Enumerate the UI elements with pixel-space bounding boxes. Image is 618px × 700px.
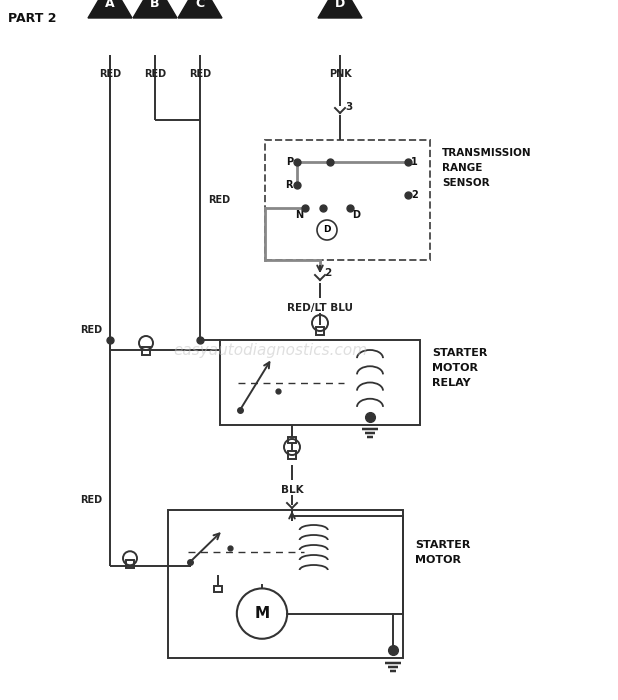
Text: RED: RED: [80, 325, 102, 335]
Text: P: P: [286, 157, 293, 167]
Bar: [214, 586, 222, 592]
Text: D: D: [352, 210, 360, 220]
Bar: [168, 510, 403, 658]
Bar: [288, 437, 296, 443]
Bar: [142, 347, 150, 355]
Text: RED: RED: [80, 495, 102, 505]
Text: STARTER: STARTER: [415, 540, 470, 550]
Text: R: R: [286, 180, 293, 190]
Text: 2: 2: [324, 268, 331, 278]
Text: RANGE: RANGE: [442, 163, 483, 173]
Text: D: D: [323, 225, 331, 234]
Bar: [126, 560, 134, 568]
Text: N: N: [295, 210, 303, 220]
Polygon shape: [88, 0, 132, 18]
Text: RELAY: RELAY: [432, 378, 471, 388]
Text: STARTER: STARTER: [432, 348, 488, 358]
Text: PNK: PNK: [329, 69, 352, 79]
Text: RED: RED: [189, 69, 211, 79]
Text: M: M: [255, 606, 269, 621]
Text: RED/LT BLU: RED/LT BLU: [287, 303, 353, 313]
Bar: [220, 340, 420, 425]
Text: 3: 3: [345, 102, 352, 112]
Text: MOTOR: MOTOR: [432, 363, 478, 373]
Text: RED: RED: [208, 195, 230, 205]
Text: BLK: BLK: [281, 485, 303, 495]
Text: D: D: [335, 0, 345, 10]
Bar: [288, 451, 296, 459]
Text: A: A: [105, 0, 115, 10]
Text: 1: 1: [411, 157, 418, 167]
Text: C: C: [195, 0, 205, 10]
Polygon shape: [133, 0, 177, 18]
Text: SENSOR: SENSOR: [442, 178, 489, 188]
Polygon shape: [318, 0, 362, 18]
Polygon shape: [178, 0, 222, 18]
Text: 2: 2: [411, 190, 418, 200]
Text: B: B: [150, 0, 159, 10]
Bar: [316, 327, 324, 335]
Text: easyautodiagnostics.com: easyautodiagnostics.com: [173, 342, 367, 358]
Text: RED: RED: [99, 69, 121, 79]
Text: TRANSMISSION: TRANSMISSION: [442, 148, 531, 158]
Text: MOTOR: MOTOR: [415, 555, 461, 565]
Text: PART 2: PART 2: [8, 12, 56, 25]
Text: RED: RED: [144, 69, 166, 79]
Bar: [265, 140, 430, 260]
